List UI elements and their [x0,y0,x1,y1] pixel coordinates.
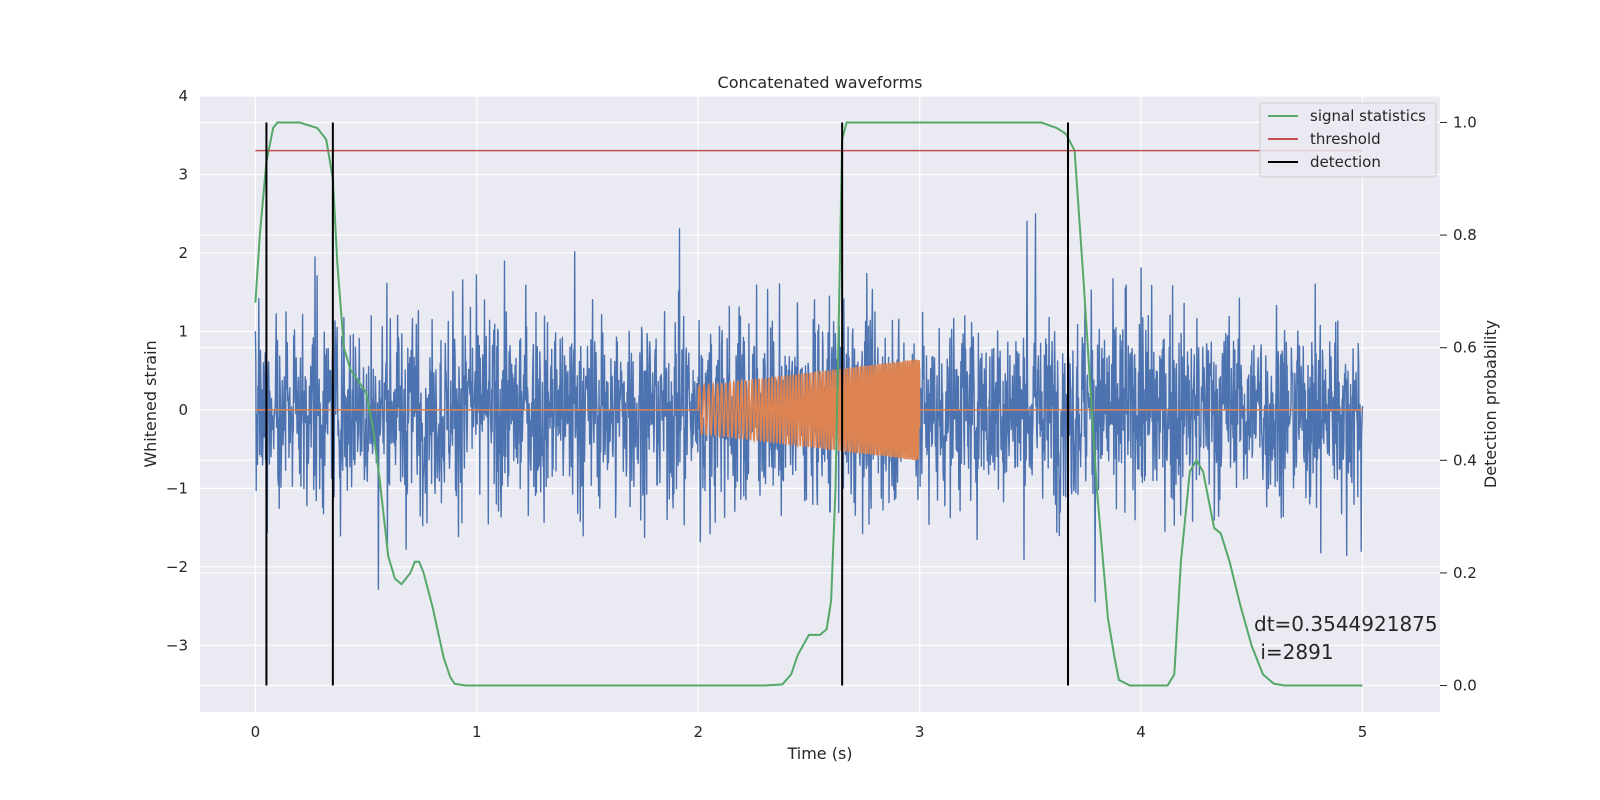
y2-tick-label: 1.0 [1453,113,1477,131]
y-tick-label: 2 [178,244,188,262]
signal-statistics-line [254,121,1363,687]
chart-title: Concatenated waveforms [718,73,923,92]
y2-tick-label: 0.0 [1453,677,1477,695]
y-tick-label: −1 [166,479,188,497]
y2-tick-label: 0.8 [1453,226,1477,244]
annotation-index: i=2891 [1254,640,1334,664]
x-tick-label: 5 [1358,723,1368,741]
injected-signal-line [255,359,1363,461]
y-tick-label: 3 [178,165,188,183]
x-tick-label: 1 [472,723,482,741]
x-tick-label: 0 [251,723,261,741]
x-tick-labels: 0 1 2 3 4 5 [251,723,1368,741]
y-tick-label: −3 [166,636,188,654]
y-tick-label: −2 [166,558,188,576]
x-tick-label: 4 [1136,723,1146,741]
y2-tick-label: 0.4 [1453,451,1477,469]
x-tick-label: 3 [915,723,925,741]
y-tick-label: 4 [178,87,188,105]
y2-tick-label: 0.6 [1453,339,1477,357]
legend-label-signal-statistics: signal statistics [1310,107,1426,125]
y-tick-label: 0 [178,401,188,419]
y-tick-labels: −3 −2 −1 0 1 2 3 4 [166,87,188,654]
x-tick-label: 2 [693,723,703,741]
legend: signal statistics threshold detection [1259,102,1437,178]
legend-label-detection: detection [1310,153,1381,171]
annotation-dt: dt=0.3544921875 [1254,612,1438,636]
y2-tick-label: 0.2 [1453,564,1477,582]
y-tick-label: 1 [178,322,188,340]
y-axis-label: Whitened strain [141,340,160,467]
legend-label-threshold: threshold [1310,130,1381,148]
y2-axis-label: Detection probability [1481,320,1500,488]
detection-lines [265,122,1069,686]
x-axis-label: Time (s) [786,744,852,763]
y2-tick-labels: 0.0 0.2 0.4 0.6 0.8 1.0 [1440,113,1477,695]
legend-box [1259,102,1437,178]
